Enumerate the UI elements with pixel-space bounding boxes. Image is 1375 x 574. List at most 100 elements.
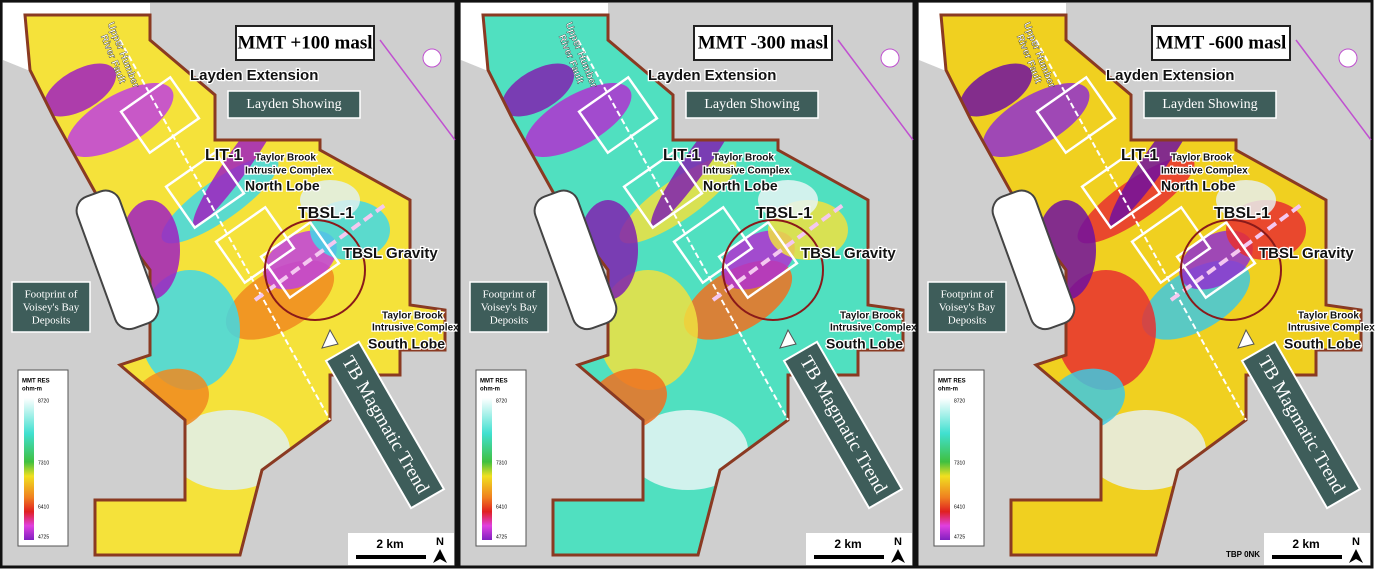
trend-box bbox=[324, 340, 446, 510]
footprint-box bbox=[927, 281, 1007, 333]
trend-arrow bbox=[1237, 328, 1255, 349]
footprint-text: Footprint of bbox=[25, 289, 78, 301]
color-ramp bbox=[482, 398, 492, 540]
label-box bbox=[227, 90, 361, 119]
scale-label: 2 km bbox=[1292, 537, 1319, 551]
panel-title: MMT -600 masl bbox=[1156, 32, 1287, 53]
resistivity-blob bbox=[1216, 180, 1276, 220]
label-box bbox=[1143, 90, 1277, 119]
map-label: Intrusive Complex bbox=[372, 323, 459, 334]
north-label: N bbox=[436, 536, 444, 548]
boundary-line bbox=[837, 39, 914, 141]
scale-label: 2 km bbox=[376, 537, 403, 551]
map-label: Taylor Brook bbox=[382, 311, 443, 322]
legend-tick: 6410 bbox=[954, 504, 965, 510]
gravity-anomaly bbox=[722, 219, 824, 321]
footprint-text: Deposits bbox=[32, 315, 71, 327]
color-ramp bbox=[24, 398, 34, 540]
north-arrow bbox=[1349, 549, 1363, 563]
legend-title: MMT RES bbox=[938, 379, 966, 385]
map-label: North Lobe bbox=[245, 178, 320, 194]
legend-tick: 8720 bbox=[496, 398, 507, 404]
footprint-text: Voisey's Bay bbox=[481, 302, 538, 314]
label-box-text: Layden Showing bbox=[1162, 97, 1257, 112]
target-box bbox=[672, 205, 754, 285]
resistivity-blob bbox=[959, 63, 1033, 117]
boundary-line bbox=[379, 39, 456, 141]
map-label: Taylor Brook bbox=[713, 153, 774, 164]
scale-bar bbox=[356, 555, 426, 559]
trend-arrow bbox=[779, 328, 797, 349]
resistivity-blob bbox=[628, 410, 748, 490]
color-ramp bbox=[940, 398, 950, 540]
map-label: LIT-1 bbox=[663, 147, 700, 164]
trend-box bbox=[1240, 340, 1362, 510]
footprint-text: Deposits bbox=[490, 315, 529, 327]
legend-tick: 8720 bbox=[38, 398, 49, 404]
legend-tick: 4725 bbox=[496, 534, 507, 540]
map-label: Taylor Brook bbox=[1298, 311, 1359, 322]
map-label: South Lobe bbox=[1284, 336, 1361, 352]
resistivity-blob bbox=[66, 83, 174, 157]
north-arrow bbox=[433, 549, 447, 563]
resistivity-blob bbox=[1056, 270, 1156, 390]
legend-title: ohm-m bbox=[480, 387, 500, 393]
title-box bbox=[235, 25, 375, 61]
label-box-text: Layden Showing bbox=[704, 97, 799, 112]
map-label: South Lobe bbox=[368, 336, 445, 352]
target-box bbox=[1130, 205, 1212, 285]
footprint-outline bbox=[991, 189, 1076, 331]
footprint-text: Deposits bbox=[948, 315, 987, 327]
footprint-text: Voisey's Bay bbox=[939, 302, 996, 314]
map-label: TBSL Gravity bbox=[343, 245, 438, 262]
map-label: North Lobe bbox=[703, 178, 778, 194]
resistivity-blob bbox=[140, 270, 240, 390]
legend-tick: 6410 bbox=[38, 504, 49, 510]
map-label: TBSL Gravity bbox=[801, 245, 896, 262]
north-label: N bbox=[894, 536, 902, 548]
section-line bbox=[1169, 203, 1303, 302]
target-box bbox=[1035, 75, 1117, 155]
fault-trace bbox=[1035, 39, 1247, 421]
resistivity-blob bbox=[300, 180, 360, 220]
legend-title: ohm-m bbox=[938, 387, 958, 393]
target-box bbox=[214, 205, 296, 285]
gravity-anomaly bbox=[264, 219, 366, 321]
resistivity-blob bbox=[1086, 410, 1206, 490]
legend-tick: 6410 bbox=[496, 504, 507, 510]
symbol bbox=[880, 48, 900, 68]
resistivity-blob bbox=[170, 410, 290, 490]
footprint-text: Footprint of bbox=[941, 289, 994, 301]
trend-box bbox=[782, 340, 904, 510]
title-box bbox=[693, 25, 833, 61]
fault-trace bbox=[577, 39, 789, 421]
map-label: Intrusive Complex bbox=[245, 166, 332, 177]
section-line bbox=[711, 203, 845, 302]
map-label: North Lobe bbox=[1161, 178, 1236, 194]
resistivity-blob bbox=[43, 63, 117, 117]
legend-title: ohm-m bbox=[22, 387, 42, 393]
panel-title: MMT -300 masl bbox=[698, 32, 829, 53]
map-label: Taylor Brook bbox=[255, 153, 316, 164]
map-label: Taylor Brook bbox=[840, 311, 901, 322]
resistivity-blob bbox=[758, 180, 818, 220]
panel-note: TBP 0NK bbox=[1226, 550, 1260, 559]
footprint-box bbox=[469, 281, 549, 333]
target-box bbox=[717, 220, 799, 300]
target-box bbox=[119, 75, 201, 155]
target-box bbox=[1175, 220, 1257, 300]
footprint-text: Footprint of bbox=[483, 289, 536, 301]
panel-title: MMT +100 masl bbox=[237, 32, 372, 53]
symbol bbox=[422, 48, 442, 68]
symbol bbox=[1338, 48, 1358, 68]
footprint-outline bbox=[75, 189, 160, 331]
map-label: Layden Extension bbox=[190, 67, 318, 84]
resistivity-blob bbox=[598, 270, 698, 390]
resistivity-blob bbox=[501, 63, 575, 117]
map-label: Layden Extension bbox=[1106, 67, 1234, 84]
footprint-outline bbox=[533, 189, 618, 331]
